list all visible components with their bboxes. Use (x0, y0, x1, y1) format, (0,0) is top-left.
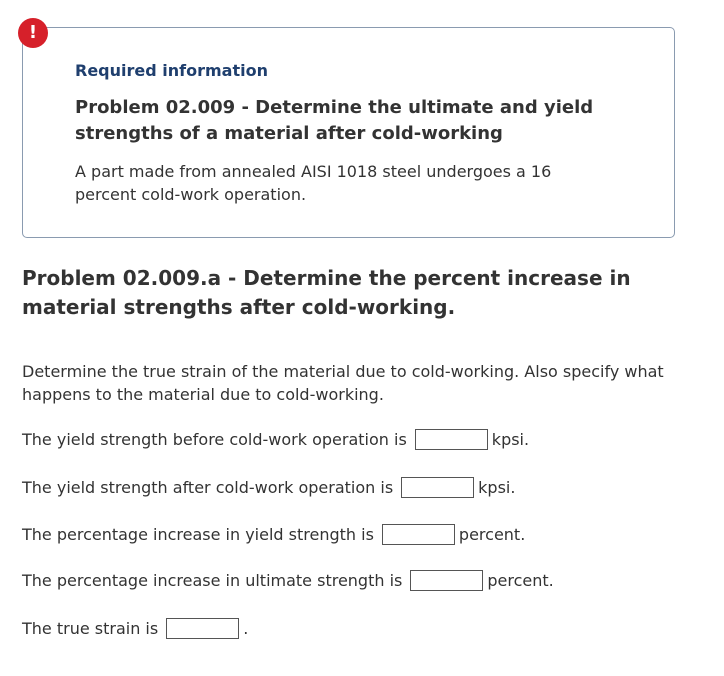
info-label: Required information (75, 61, 268, 80)
question-prompt: The yield strength before cold-work oper… (22, 430, 407, 449)
question-row: The yield strength before cold-work oper… (22, 429, 529, 450)
question-prompt: The yield strength after cold-work opera… (22, 478, 394, 497)
info-description: A part made from annealed AISI 1018 stee… (75, 162, 552, 204)
answer-unit: kpsi. (478, 478, 516, 497)
instructions: Determine the true strain of the materia… (22, 362, 664, 404)
answer-unit: percent. (487, 571, 554, 590)
answer-unit: percent. (458, 525, 526, 544)
question-prompt: The percentage increase in yield strengt… (22, 525, 374, 544)
question-row: The true strain is. (22, 618, 248, 639)
answer-input[interactable] (410, 570, 484, 591)
question-row: The percentage increase in ultimate stre… (22, 570, 554, 591)
question-row: The yield strength after cold-work opera… (22, 477, 515, 498)
answer-input[interactable] (401, 477, 475, 498)
question-row: The percentage increase in yield strengt… (22, 524, 525, 545)
answer-unit: kpsi. (491, 430, 530, 449)
answer-unit: . (243, 619, 249, 638)
answer-input[interactable] (166, 618, 240, 639)
question-prompt: The true strain is (22, 619, 159, 638)
info-box (22, 27, 675, 238)
problem-heading: Problem 02.009.a - Determine the percent… (22, 266, 631, 319)
answer-input[interactable] (381, 524, 455, 545)
question-prompt: The percentage increase in ultimate stre… (22, 571, 403, 590)
answer-input[interactable] (414, 429, 488, 450)
alert-badge: ! (18, 18, 48, 48)
info-title: Problem 02.009 - Determine the ultimate … (75, 97, 594, 144)
